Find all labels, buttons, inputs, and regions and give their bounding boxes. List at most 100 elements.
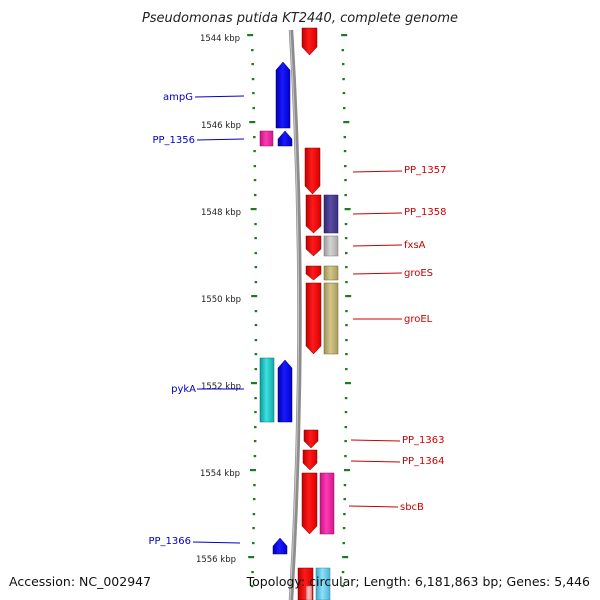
right-tick-major: [345, 295, 352, 298]
leader-line-ampG: [194, 95, 245, 98]
right-tick-minor: [344, 455, 347, 458]
feature-PP_1356[interactable]: [277, 130, 293, 147]
gene-label-PP_1363[interactable]: PP_1363: [402, 435, 445, 446]
left-tick-minor: [252, 92, 255, 95]
feature-PP_1357[interactable]: [304, 147, 321, 195]
right-tick-minor: [342, 78, 345, 81]
feature-pykA-cyan[interactable]: [259, 357, 275, 423]
scale-label-1554: 1554 kbp: [200, 469, 240, 479]
gene-label-pykA[interactable]: pykA: [171, 384, 196, 395]
feature-fxsA-gray[interactable]: [323, 235, 339, 257]
right-tick-minor: [341, 585, 344, 588]
right-tick-minor: [342, 107, 346, 110]
right-tick-minor: [342, 542, 346, 545]
feature-ampG[interactable]: [275, 61, 291, 129]
right-tick-major: [343, 121, 350, 124]
left-tick-minor: [251, 49, 254, 52]
left-tick-minor: [254, 252, 258, 255]
feature-groEL-olive[interactable]: [323, 282, 339, 355]
right-tick-minor: [345, 252, 348, 255]
left-tick-major: [248, 556, 255, 559]
left-tick-major: [249, 469, 256, 472]
left-tick-major: [251, 295, 258, 298]
leader-line-sbcB: [348, 505, 399, 508]
genome-backbone-highlight: [289, 29, 300, 600]
scale-label-1556: 1556 kbp: [196, 555, 236, 565]
feature-PP_1366[interactable]: [272, 537, 288, 555]
scale-label-1548: 1548 kbp: [201, 208, 241, 218]
left-tick-minor: [253, 150, 256, 153]
accession-text: Accession: NC_002947: [9, 574, 151, 589]
right-tick-minor: [345, 324, 348, 327]
feature-fxsA[interactable]: [305, 235, 322, 257]
scale-label-1550: 1550 kbp: [201, 295, 241, 305]
right-tick-minor: [343, 136, 347, 139]
left-tick-minor: [252, 498, 256, 501]
left-tick-minor: [250, 585, 254, 588]
left-tick-minor: [253, 440, 257, 443]
gene-label-PP_1364[interactable]: PP_1364: [402, 456, 445, 467]
gene-label-groES[interactable]: groES: [404, 268, 433, 279]
feature-sbcB-magenta[interactable]: [319, 472, 335, 535]
right-tick-minor: [345, 281, 348, 284]
left-tick-major: [250, 382, 257, 385]
feature-PP_1358[interactable]: [305, 194, 322, 234]
feature-PP_1356-magenta[interactable]: [259, 130, 274, 147]
feature-PP_1364[interactable]: [302, 449, 318, 471]
feature-PP_1358-purple[interactable]: [323, 194, 339, 234]
left-tick-minor: [251, 571, 254, 574]
left-tick-minor: [254, 223, 257, 226]
left-tick-major: [247, 34, 254, 37]
right-tick-minor: [343, 484, 347, 487]
right-tick-major: [344, 208, 351, 211]
right-tick-major: [341, 34, 348, 37]
feature-bottom-pink[interactable]: [305, 585, 313, 600]
right-tick-major: [342, 556, 349, 559]
left-tick-minor: [254, 324, 258, 327]
right-tick-minor: [341, 571, 345, 574]
right-tick-minor: [344, 397, 348, 400]
right-tick-minor: [345, 266, 348, 269]
right-tick-marks: [341, 34, 352, 588]
left-tick-minor: [254, 310, 258, 313]
right-tick-minor: [344, 223, 348, 226]
gene-label-PP_1358[interactable]: PP_1358: [404, 207, 447, 218]
right-tick-minor: [341, 49, 345, 52]
right-tick-minor: [345, 339, 348, 342]
topology-text: Topology: circular; Length: 6,181,863 bp…: [246, 574, 590, 589]
leader-line-PP_1357: [352, 170, 403, 173]
right-tick-major: [343, 469, 350, 472]
feature-top-red[interactable]: [301, 27, 318, 56]
feature-sbcB[interactable]: [301, 472, 318, 535]
left-tick-minor: [254, 397, 257, 400]
left-tick-minor: [254, 411, 257, 414]
leader-line-PP_1363: [350, 439, 401, 442]
leader-line-fxsA: [352, 244, 403, 247]
right-tick-minor: [345, 310, 348, 313]
left-tick-minor: [252, 513, 256, 516]
feature-PP_1363[interactable]: [303, 429, 319, 449]
gene-label-PP_1366[interactable]: PP_1366: [148, 536, 191, 547]
left-tick-minor: [252, 107, 255, 110]
gene-label-PP_1356[interactable]: PP_1356: [152, 135, 195, 146]
feature-groES[interactable]: [305, 265, 322, 281]
left-tick-minor: [253, 484, 256, 487]
gene-label-PP_1357[interactable]: PP_1357: [404, 165, 447, 176]
genome-backbone: [288, 29, 302, 600]
right-tick-major: [344, 382, 351, 385]
feature-pykA[interactable]: [277, 359, 293, 423]
right-tick-minor: [345, 353, 348, 356]
right-tick-minor: [343, 513, 346, 516]
feature-groEL[interactable]: [305, 282, 322, 355]
right-tick-minor: [344, 179, 347, 182]
gene-label-ampG[interactable]: ampG: [163, 92, 193, 103]
feature-groES-olive[interactable]: [323, 265, 339, 281]
feature-bottom-lightblue[interactable]: [315, 567, 331, 600]
left-tick-minor: [253, 165, 257, 168]
scale-label-1552: 1552 kbp: [201, 382, 241, 392]
right-tick-minor: [343, 498, 346, 501]
gene-label-sbcB[interactable]: sbcB: [400, 502, 424, 513]
gene-label-groEL[interactable]: groEL: [404, 314, 433, 325]
gene-label-fxsA[interactable]: fxsA: [404, 240, 426, 251]
map-title: Pseudomonas putida KT2440, complete geno…: [142, 11, 458, 26]
